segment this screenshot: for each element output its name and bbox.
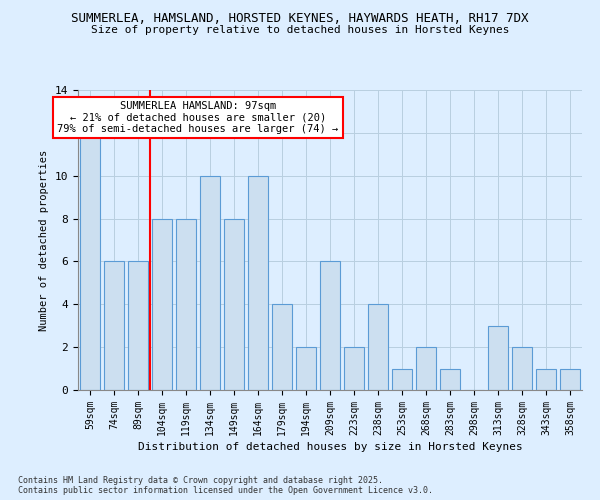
Bar [248, 176, 268, 390]
Bar [416, 347, 436, 390]
Bar [512, 347, 532, 390]
Bar [272, 304, 292, 390]
Y-axis label: Number of detached properties: Number of detached properties [39, 150, 49, 330]
Bar [104, 262, 124, 390]
Bar [128, 262, 148, 390]
Bar [536, 368, 556, 390]
X-axis label: Distribution of detached houses by size in Horsted Keynes: Distribution of detached houses by size … [137, 442, 523, 452]
Text: SUMMERLEA HAMSLAND: 97sqm
← 21% of detached houses are smaller (20)
79% of semi-: SUMMERLEA HAMSLAND: 97sqm ← 21% of detac… [58, 100, 338, 134]
Bar [344, 347, 364, 390]
Bar [80, 133, 100, 390]
Bar [560, 368, 580, 390]
Bar [296, 347, 316, 390]
Text: Contains HM Land Registry data © Crown copyright and database right 2025.
Contai: Contains HM Land Registry data © Crown c… [18, 476, 433, 495]
Bar [392, 368, 412, 390]
Bar [152, 218, 172, 390]
Bar [368, 304, 388, 390]
Bar [320, 262, 340, 390]
Bar [176, 218, 196, 390]
Text: Size of property relative to detached houses in Horsted Keynes: Size of property relative to detached ho… [91, 25, 509, 35]
Bar [440, 368, 460, 390]
Bar [200, 176, 220, 390]
Text: SUMMERLEA, HAMSLAND, HORSTED KEYNES, HAYWARDS HEATH, RH17 7DX: SUMMERLEA, HAMSLAND, HORSTED KEYNES, HAY… [71, 12, 529, 26]
Bar [488, 326, 508, 390]
Bar [224, 218, 244, 390]
